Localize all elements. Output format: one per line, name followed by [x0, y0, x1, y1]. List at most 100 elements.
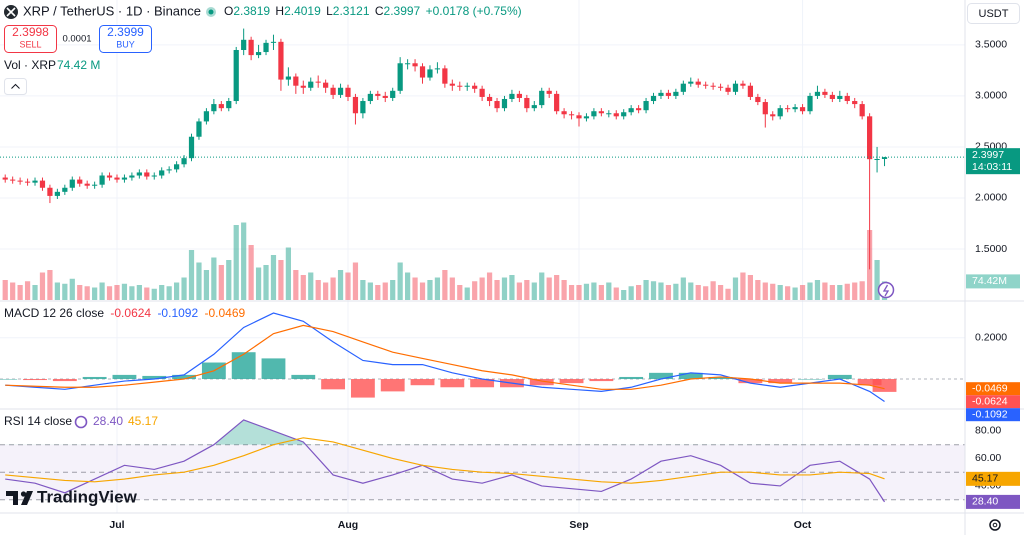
rsi-line	[5, 437, 885, 484]
macd-histogram-bar	[440, 379, 465, 388]
volume-bar	[859, 281, 865, 300]
candle-body	[464, 85, 470, 87]
ohlc-label: L	[326, 4, 333, 18]
volume-bar	[799, 285, 806, 300]
volume-bar	[159, 285, 165, 300]
volume-bar	[397, 262, 403, 300]
volume-badge	[966, 274, 1020, 289]
candle-body	[136, 172, 142, 176]
candle-body	[121, 177, 128, 180]
candle-body	[524, 97, 530, 109]
volume-bar	[725, 288, 731, 300]
volume-bar	[658, 282, 664, 300]
ohlc-legend: O2.3819 H2.4019 L2.3121 C2.3997 +0.0178 …	[224, 4, 522, 18]
currency-button[interactable]	[967, 3, 1020, 24]
collapse-button[interactable]	[4, 78, 27, 95]
candle-body	[263, 42, 269, 53]
last-price-badge	[966, 148, 1020, 175]
candle-body	[867, 116, 873, 160]
candle-body	[427, 69, 433, 78]
volume-badge-label: 74.42M	[972, 275, 1007, 287]
macd-legend: MACD 12 26 close -0.0624 -0.1092 -0.0469	[4, 306, 246, 320]
volume-bar	[166, 286, 172, 300]
candle-body	[211, 104, 217, 112]
candle-body	[829, 94, 835, 99]
macd-histogram-bar	[589, 379, 614, 382]
volume-bar	[576, 285, 582, 300]
candle-body	[106, 175, 113, 178]
volume-bar	[54, 282, 60, 300]
candle-body	[32, 180, 38, 183]
settings-button[interactable]	[989, 519, 1001, 531]
symbol-title[interactable]: XRP / TetherUS · 1D · Binance	[23, 3, 201, 18]
candle-body	[17, 180, 23, 182]
volume-bar	[405, 272, 411, 300]
candle-body	[807, 95, 813, 112]
alert-button[interactable]	[877, 281, 895, 299]
candle-body	[814, 91, 821, 96]
candle-body	[285, 76, 291, 80]
volume-bar	[47, 270, 53, 300]
volume-bar	[181, 277, 187, 300]
volume-bar	[2, 280, 8, 300]
macd-histogram-bar	[798, 379, 822, 380]
brand-name: TradingView	[37, 487, 138, 506]
volume-bar	[598, 285, 604, 300]
candle-body	[397, 63, 403, 91]
candle-body	[755, 96, 761, 103]
candle-body	[494, 101, 500, 109]
rsi-tick-label: 80.00	[975, 425, 1001, 437]
candle-body	[382, 95, 388, 98]
candle-body	[859, 104, 865, 117]
ohlc-label: H	[275, 4, 284, 18]
ohlc-value: 2.3997	[384, 4, 421, 18]
volume-bar	[613, 287, 619, 300]
candle-body	[568, 114, 575, 116]
buy-price: 2.3999	[107, 25, 144, 39]
macd-title: MACD 12 26 close	[4, 306, 104, 320]
candle-body	[270, 41, 277, 43]
volume-bar	[106, 286, 113, 300]
candle-body	[144, 172, 150, 177]
candle-body	[531, 105, 537, 109]
volume-bar	[531, 282, 537, 300]
candle-body	[472, 85, 478, 89]
candle-body	[591, 111, 597, 117]
sell-button[interactable]	[4, 25, 57, 53]
volume-bar	[315, 280, 321, 300]
ohlc-label: C	[375, 4, 384, 18]
volume-bar	[442, 270, 448, 300]
macd-histogram-bar	[529, 379, 554, 386]
volume-bar	[270, 255, 277, 300]
ohlc-value: 2.3121	[333, 4, 370, 18]
candle-body	[717, 86, 724, 88]
volume-bar	[688, 282, 694, 300]
volume-bar	[337, 270, 344, 300]
rsi-badge-label: 28.40	[972, 496, 998, 508]
collapse-icon	[11, 83, 20, 89]
volume-bar	[568, 285, 575, 300]
candle-body	[688, 81, 694, 84]
candle-body	[732, 83, 739, 92]
macd-hist-value: -0.0624	[110, 306, 151, 320]
macd-badge-label: -0.0624	[972, 395, 1008, 407]
macd-histogram-bar	[52, 379, 77, 382]
candle-body	[114, 177, 120, 180]
candle-body	[501, 98, 508, 109]
candle-body	[47, 187, 53, 196]
macd-histogram-bar	[261, 358, 286, 380]
candle-body	[226, 101, 232, 109]
candle-body	[725, 87, 731, 92]
candle-body	[822, 91, 828, 95]
candle-body	[181, 158, 187, 165]
candle-body	[509, 93, 515, 99]
volume-bar	[501, 277, 508, 300]
volume-bar	[844, 283, 850, 300]
volume-bar	[732, 277, 739, 300]
volume-bar	[747, 275, 753, 300]
candle-body	[77, 179, 83, 184]
buy-button[interactable]	[99, 25, 152, 53]
y-tick-label: 1.5000	[975, 243, 1007, 255]
volume-bar	[628, 286, 634, 300]
rsi-badge	[966, 494, 1020, 509]
